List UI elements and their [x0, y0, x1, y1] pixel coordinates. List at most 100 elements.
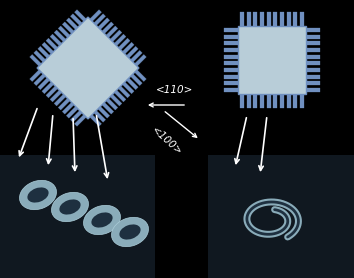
Polygon shape [38, 46, 50, 58]
Bar [208, 155, 354, 278]
Polygon shape [74, 10, 86, 21]
Polygon shape [224, 75, 238, 79]
Polygon shape [306, 68, 320, 72]
Polygon shape [94, 14, 105, 26]
Polygon shape [34, 50, 45, 62]
Polygon shape [300, 94, 304, 108]
Polygon shape [306, 48, 320, 52]
Polygon shape [224, 48, 238, 52]
Polygon shape [224, 61, 238, 65]
Polygon shape [42, 82, 53, 94]
Polygon shape [54, 30, 66, 42]
Polygon shape [135, 54, 146, 66]
Polygon shape [240, 94, 244, 108]
Polygon shape [131, 74, 142, 86]
Polygon shape [306, 35, 320, 39]
Polygon shape [126, 46, 138, 58]
Polygon shape [118, 86, 130, 98]
Polygon shape [70, 14, 82, 26]
Polygon shape [238, 26, 306, 94]
Polygon shape [280, 12, 284, 26]
Polygon shape [50, 90, 62, 102]
Polygon shape [58, 26, 70, 38]
Polygon shape [62, 102, 74, 114]
Polygon shape [306, 41, 320, 45]
Polygon shape [122, 42, 134, 54]
Polygon shape [306, 75, 320, 79]
Polygon shape [38, 78, 50, 90]
Polygon shape [106, 26, 118, 38]
Polygon shape [224, 28, 238, 32]
Ellipse shape [119, 224, 141, 240]
Polygon shape [94, 111, 105, 122]
Polygon shape [74, 115, 86, 126]
Polygon shape [37, 17, 139, 119]
Ellipse shape [112, 217, 148, 247]
Polygon shape [287, 94, 291, 108]
Polygon shape [280, 94, 284, 108]
Polygon shape [98, 18, 110, 29]
Polygon shape [306, 88, 320, 92]
Ellipse shape [19, 180, 57, 210]
Polygon shape [118, 38, 130, 50]
Polygon shape [135, 70, 146, 81]
Polygon shape [293, 94, 297, 108]
Text: <100>: <100> [150, 125, 184, 157]
Polygon shape [90, 10, 102, 21]
Ellipse shape [59, 199, 81, 215]
Polygon shape [110, 94, 122, 106]
Polygon shape [102, 102, 114, 114]
Polygon shape [114, 90, 126, 102]
Polygon shape [66, 106, 78, 118]
Polygon shape [106, 98, 118, 110]
Polygon shape [34, 74, 45, 86]
Polygon shape [58, 98, 70, 110]
Polygon shape [50, 34, 62, 46]
Polygon shape [306, 61, 320, 65]
Polygon shape [70, 111, 82, 122]
Polygon shape [273, 94, 277, 108]
Polygon shape [224, 55, 238, 59]
Polygon shape [224, 81, 238, 85]
Polygon shape [306, 81, 320, 85]
Polygon shape [46, 38, 58, 50]
Polygon shape [110, 30, 122, 42]
Polygon shape [102, 22, 114, 34]
Polygon shape [253, 94, 257, 108]
Polygon shape [224, 68, 238, 72]
Polygon shape [114, 34, 126, 46]
Polygon shape [62, 22, 74, 34]
Ellipse shape [52, 192, 88, 222]
Text: <110>: <110> [156, 85, 194, 95]
Polygon shape [122, 82, 134, 94]
Polygon shape [267, 94, 271, 108]
Polygon shape [267, 12, 271, 26]
Polygon shape [30, 54, 41, 66]
Polygon shape [253, 12, 257, 26]
Ellipse shape [27, 187, 48, 203]
Polygon shape [260, 12, 264, 26]
Polygon shape [247, 12, 251, 26]
Polygon shape [46, 86, 58, 98]
Polygon shape [126, 78, 138, 90]
Polygon shape [260, 94, 264, 108]
Ellipse shape [84, 205, 120, 235]
Polygon shape [306, 55, 320, 59]
Ellipse shape [91, 212, 113, 228]
Polygon shape [131, 50, 142, 62]
Polygon shape [247, 94, 251, 108]
Polygon shape [293, 12, 297, 26]
Polygon shape [30, 70, 41, 81]
Polygon shape [240, 12, 244, 26]
Bar [0, 155, 155, 278]
Polygon shape [98, 106, 110, 118]
Polygon shape [224, 35, 238, 39]
Polygon shape [224, 88, 238, 92]
Polygon shape [287, 12, 291, 26]
Polygon shape [300, 12, 304, 26]
Polygon shape [66, 18, 78, 29]
Polygon shape [42, 42, 53, 54]
Polygon shape [306, 28, 320, 32]
Polygon shape [90, 115, 102, 126]
Polygon shape [224, 41, 238, 45]
